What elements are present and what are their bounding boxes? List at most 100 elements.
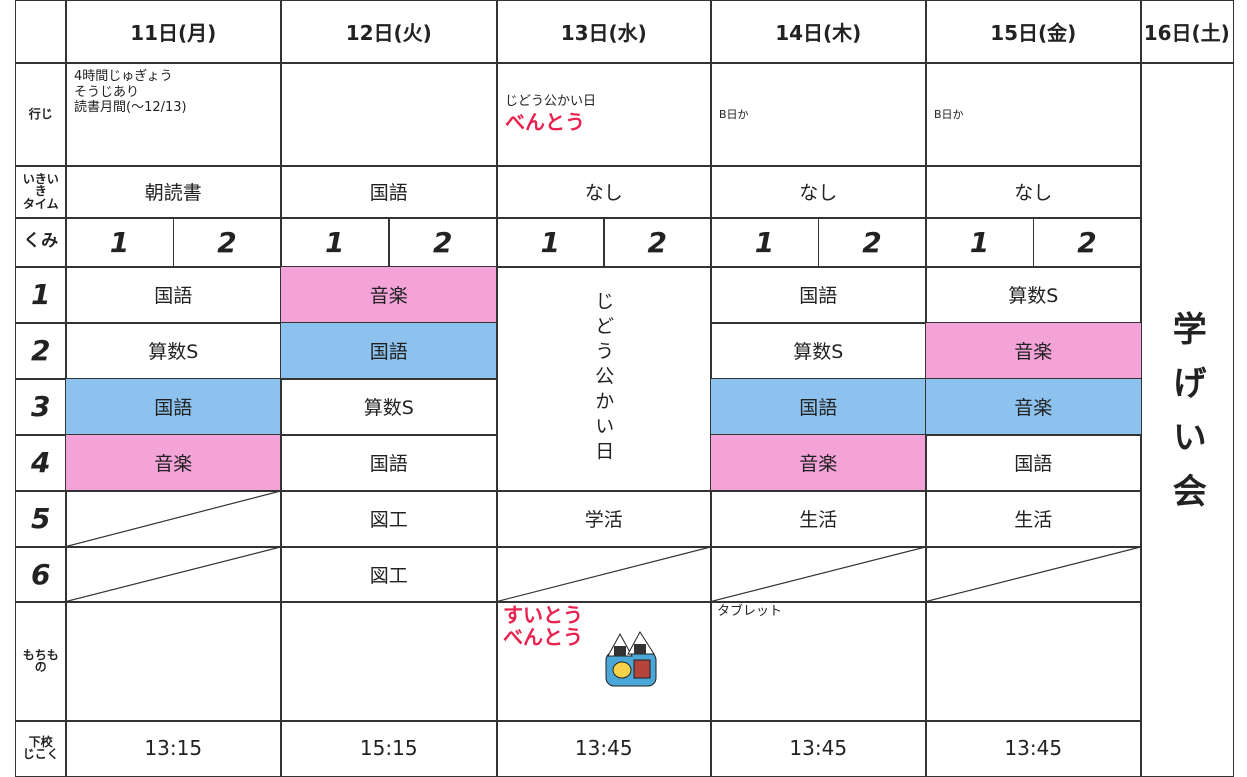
day-header: 11日(月) xyxy=(65,0,282,64)
lesson-text: 音楽 xyxy=(1014,397,1053,420)
label-text: くみ xyxy=(23,231,59,252)
row-label: 行じ xyxy=(15,62,67,167)
lesson-text: 学活 xyxy=(584,509,623,532)
lesson-cell: じどう公かい日 xyxy=(496,266,712,492)
ikiiki-cell: 朝読書 xyxy=(65,165,282,219)
lesson-cell: 生活 xyxy=(710,490,927,548)
label-text: 下校 xyxy=(28,734,53,749)
lesson-text: 算数S xyxy=(363,397,414,420)
period-number: 3 xyxy=(31,390,51,424)
diagonal xyxy=(926,547,1141,602)
dismissal-cell: 13:45 xyxy=(496,720,712,777)
diagonal-line xyxy=(926,547,1141,602)
lesson-text: 生活 xyxy=(799,509,838,532)
lesson-cell: 算数S xyxy=(280,378,498,436)
belongings-note: すいとう xyxy=(503,603,583,627)
lesson-text: 生活 xyxy=(1014,509,1053,532)
event-cell: B日か xyxy=(925,62,1142,167)
day-label: 11日(月) xyxy=(130,21,217,46)
lesson-text: 国語 xyxy=(1014,453,1053,476)
lesson-cell: 算数S xyxy=(925,266,1142,324)
event-note: べんとう xyxy=(505,110,585,135)
belongings-cell: すいとう べんとう xyxy=(496,601,712,722)
lesson-cell: 音楽 xyxy=(280,266,498,324)
event-text: 読書月間(〜12/13) xyxy=(74,100,187,116)
belongings-note: べんとう xyxy=(503,625,583,649)
label-text: き xyxy=(34,184,47,199)
day-header: 14日(木) xyxy=(710,0,927,64)
period-label: 4 xyxy=(15,434,67,492)
class-number: 1 xyxy=(109,225,130,259)
saturday-event: 学げい会 xyxy=(1166,311,1207,528)
lesson-text: 国語 xyxy=(154,397,193,420)
dismissal-time: 13:45 xyxy=(574,736,633,761)
lesson-cell: 図工 xyxy=(280,490,498,548)
event-text: 4時間じゅぎょう xyxy=(74,69,173,84)
lesson-cell: 国語 xyxy=(925,434,1142,492)
day-label: 14日(木) xyxy=(775,21,862,46)
period-number: 4 xyxy=(31,446,51,480)
dismissal-cell: 13:45 xyxy=(710,720,927,777)
lesson-cell: 学活 xyxy=(496,490,712,548)
period-label: 3 xyxy=(15,378,67,436)
belongings-cell: タブレット xyxy=(710,601,927,722)
day-label: 12日(火) xyxy=(345,21,432,46)
saturday-cell: 学げい会 xyxy=(1140,62,1234,777)
lesson-cell xyxy=(925,546,1142,603)
lesson-cell: 国語 xyxy=(65,266,282,324)
label-text: タイム xyxy=(22,197,59,212)
lesson-cell: 国語 xyxy=(710,378,927,436)
class-number: 1 xyxy=(325,225,345,259)
diagonal-line xyxy=(711,547,926,602)
class-number: 2 xyxy=(647,225,667,259)
ikiiki-text: 朝読書 xyxy=(144,182,202,205)
class-cell: 2 xyxy=(817,217,927,268)
label-text: の xyxy=(34,660,47,675)
class-cell: 1 xyxy=(280,217,390,268)
lesson-text: 国語 xyxy=(369,341,408,364)
lesson-text: 図工 xyxy=(369,509,408,532)
event-cell xyxy=(280,62,498,167)
ikiiki-cell: なし xyxy=(710,165,927,219)
lesson-text: 音楽 xyxy=(1014,341,1053,364)
diagonal xyxy=(711,547,926,602)
lesson-cell: 図工 xyxy=(280,546,498,603)
class-cell: 2 xyxy=(603,217,712,268)
label-text: いきい xyxy=(22,171,59,186)
class-cell: 2 xyxy=(388,217,498,268)
label-text: じこく xyxy=(22,747,59,762)
label-text: 行じ xyxy=(28,106,53,121)
lesson-cell: 国語 xyxy=(280,434,498,492)
day-label: 13日(水) xyxy=(560,21,647,46)
dismissal-cell: 13:45 xyxy=(925,720,1142,777)
class-number: 2 xyxy=(862,225,882,259)
class-number: 2 xyxy=(217,225,237,259)
event-cell: じどう公かい日 べんとう xyxy=(496,62,712,167)
corner-cell xyxy=(15,0,67,64)
dismissal-time: 15:15 xyxy=(359,736,418,761)
diagonal xyxy=(66,547,281,602)
event-text: じどう公かい日 xyxy=(505,94,597,110)
belongings-cell xyxy=(925,601,1142,722)
lesson-cell: 国語 xyxy=(65,378,282,436)
period-number: 5 xyxy=(31,502,51,536)
ikiiki-text: 国語 xyxy=(369,182,408,205)
bento-icon xyxy=(605,631,657,687)
lesson-text: じどう公かい日 xyxy=(592,291,615,467)
event-text: B日か xyxy=(719,107,749,121)
lesson-cell xyxy=(496,546,712,603)
period-number: 2 xyxy=(31,334,51,368)
lesson-cell: 音楽 xyxy=(65,434,282,492)
day-header: 15日(金) xyxy=(925,0,1142,64)
class-cell: 1 xyxy=(710,217,819,268)
day-header: 12日(火) xyxy=(280,0,498,64)
diagonal xyxy=(497,547,711,602)
ikiiki-cell: 国語 xyxy=(280,165,498,219)
class-number: 1 xyxy=(754,225,775,259)
period-number: 6 xyxy=(31,557,51,591)
day-header: 16日(土) xyxy=(1140,0,1234,64)
lesson-cell: 音楽 xyxy=(925,378,1142,436)
lesson-text: 算数S xyxy=(148,341,199,364)
label-text: もちも xyxy=(22,647,59,662)
period-number: 1 xyxy=(31,278,51,312)
